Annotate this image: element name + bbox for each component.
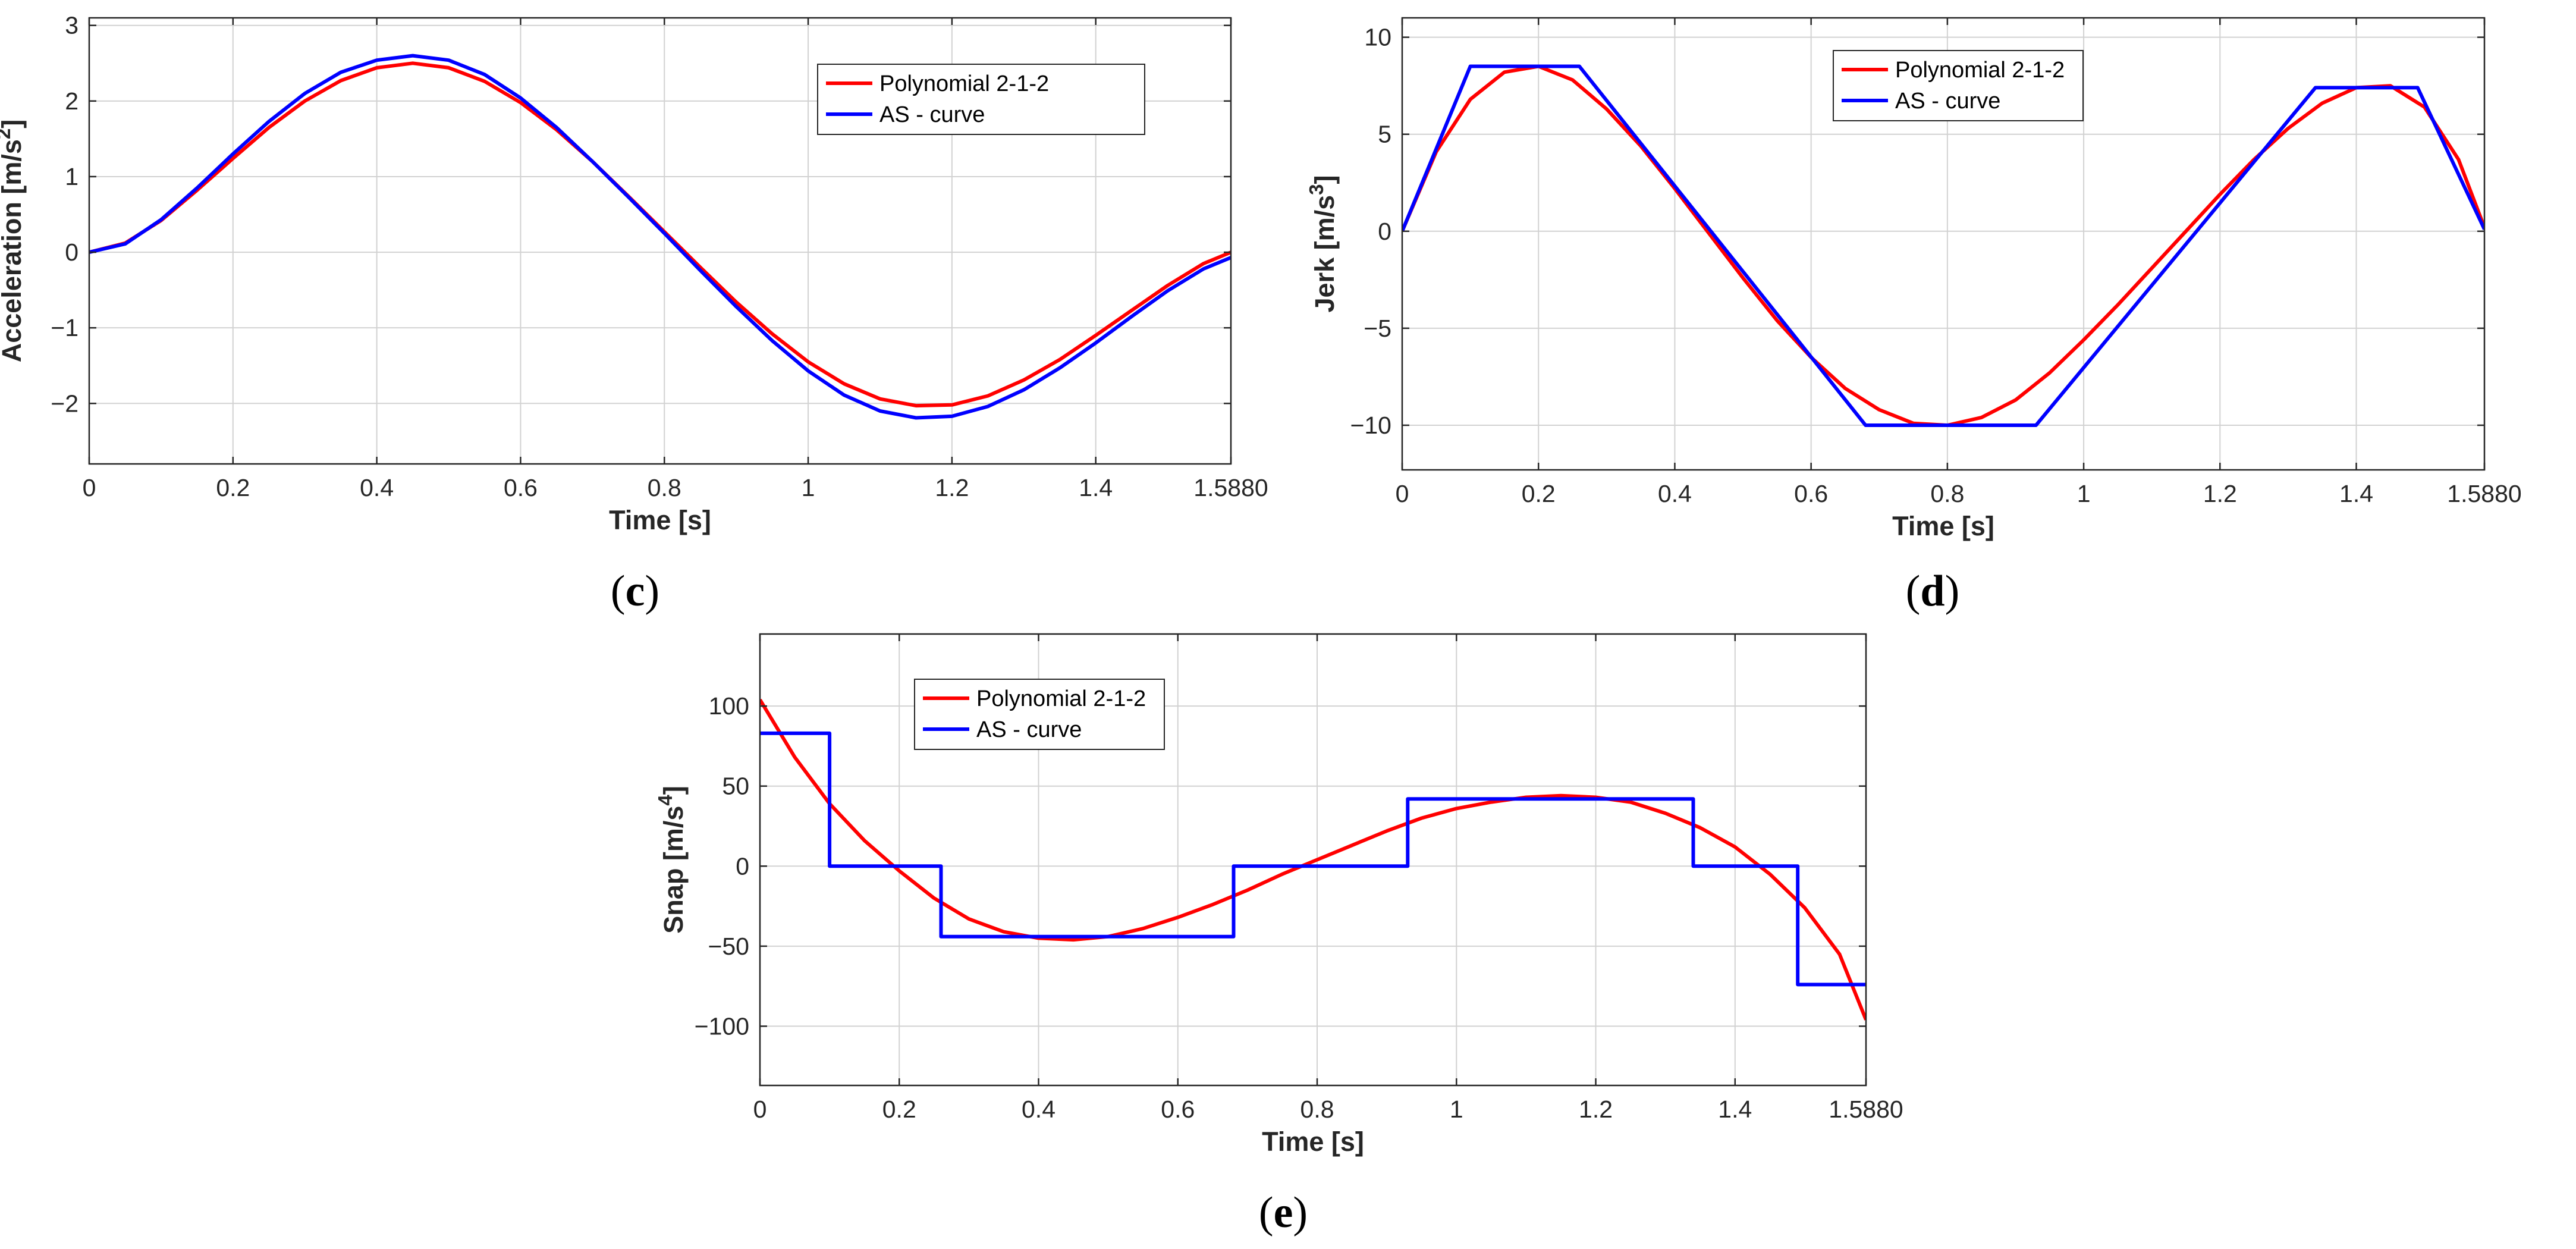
x-tick-label: 0.2 [882, 1096, 916, 1123]
panel-label-letter: e [1274, 1188, 1293, 1237]
y-tick-label: −50 [708, 933, 749, 960]
y-axis-title-superscript: 3 [1305, 184, 1327, 195]
y-tick-label: 10 [1364, 24, 1391, 51]
legend: Polynomial 2-1-2 AS - curve [1833, 50, 2084, 121]
x-tick-label: 0.8 [1930, 480, 1964, 507]
x-tick-label: 0.6 [1161, 1096, 1195, 1123]
x-tick-label: 0.2 [216, 474, 250, 501]
x-tick-label: 1.4 [1079, 474, 1113, 501]
legend-entry: AS - curve [879, 102, 985, 127]
x-axis-title: Time [s] [1892, 511, 1994, 541]
chart-panel-e: 0 0.2 0.4 0.6 0.8 1 1.2 1.4 1.5880 −100 −50 0 50 100 T… [654, 633, 1903, 1237]
x-tick-label: 1 [802, 474, 815, 501]
panel-label-close: ) [1293, 1188, 1308, 1237]
axes-box [759, 633, 1867, 1087]
x-tick-label: 1.5880 [2447, 480, 2521, 507]
series-line-as-curve [760, 731, 1866, 987]
x-tick-label: 0.4 [360, 474, 394, 501]
series-line-as-curve [89, 54, 1231, 420]
y-axis-title-superscript: 4 [654, 795, 676, 806]
chart-panel-d: 0 0.2 0.4 0.6 0.8 1 1.2 1.4 1.5880 −10 −5 0 5 10 Time … [1305, 17, 2522, 616]
x-tick-label: 0.4 [1658, 480, 1692, 507]
x-tick-label: 0.8 [1300, 1096, 1334, 1123]
y-tick-label: 100 [709, 692, 749, 720]
x-tick-label: 1.2 [1579, 1096, 1613, 1123]
legend-box [817, 64, 1145, 135]
x-tick-label: 0.6 [504, 474, 538, 501]
x-tick-label: 0 [83, 474, 96, 501]
x-tick-label: 1.5880 [1829, 1096, 1903, 1123]
y-tick-label: 1 [65, 163, 78, 190]
x-tick-label: 1 [1450, 1096, 1463, 1123]
legend-entry: Polynomial 2-1-2 [879, 71, 1049, 96]
y-axis-title: Acceleration [m/s2] [0, 120, 27, 363]
x-tick-label: 0 [1396, 480, 1409, 507]
panel-label-letter: c [626, 567, 645, 616]
x-tick-label: 1.2 [935, 474, 969, 501]
y-tick-label: 50 [722, 773, 749, 800]
y-tick-label: −100 [695, 1012, 749, 1040]
grid-lines [1402, 18, 2485, 470]
legend-box [914, 679, 1165, 750]
y-axis-title-close: ] [1309, 175, 1340, 184]
y-axis-title-close: ] [0, 120, 27, 128]
chart-panel-c: 0 0.2 0.4 0.6 0.8 1 1.2 1.4 1.5880 −2 −1 0 1 2 3 Time [… [0, 12, 1268, 616]
series-line-as-curve [1402, 64, 2484, 427]
axes-box [1401, 17, 2486, 471]
panel-label: (c) [611, 567, 659, 616]
x-tick-label: 0.4 [1022, 1096, 1055, 1123]
panel-label: (e) [1259, 1188, 1308, 1237]
y-tick-label: 2 [65, 87, 78, 115]
y-tick-label: −2 [51, 390, 78, 417]
x-axis-title: Time [s] [1262, 1126, 1364, 1157]
panel-label-close: ) [1945, 567, 1960, 616]
y-axis-title: Snap [m/s4] [654, 786, 689, 933]
x-axis-title: Time [s] [609, 505, 711, 535]
panel-label: (d) [1906, 567, 1959, 616]
x-tick-label: 1.4 [2339, 480, 2373, 507]
x-tick-label: 0.8 [648, 474, 681, 501]
x-tick-label: 1 [2077, 480, 2091, 507]
y-axis-title-text: Jerk [m/s [1309, 195, 1340, 313]
y-axis-title-text: Acceleration [m/s [0, 139, 27, 362]
legend-entry: Polynomial 2-1-2 [976, 686, 1146, 711]
x-tick-label: 1.2 [2203, 480, 2237, 507]
x-tick-label: 0 [753, 1096, 767, 1123]
y-tick-label: 0 [1378, 218, 1391, 245]
y-axis-title: Jerk [m/s3] [1305, 175, 1340, 313]
series-line-polynomial [760, 698, 1866, 1021]
y-tick-label: 3 [65, 12, 78, 39]
legend: Polynomial 2-1-2 AS - curve [817, 64, 1145, 135]
x-tick-label: 1.4 [1718, 1096, 1752, 1123]
panel-label-open: ( [1906, 567, 1921, 616]
legend-entry: AS - curve [976, 717, 1082, 742]
legend-entry: Polynomial 2-1-2 [1895, 58, 2065, 83]
panel-label-open: ( [1259, 1188, 1274, 1237]
y-tick-label: 0 [736, 852, 749, 880]
y-axis-title-close: ] [658, 786, 689, 795]
y-tick-label: −5 [1364, 315, 1391, 342]
y-tick-label: 0 [65, 238, 78, 266]
x-tick-label: 0.2 [1522, 480, 1556, 507]
legend-entry: AS - curve [1895, 89, 2000, 114]
y-tick-label: −10 [1350, 412, 1391, 439]
y-axis-title-text: Snap [m/s [658, 806, 689, 934]
legend: Polynomial 2-1-2 AS - curve [914, 679, 1165, 750]
panel-label-close: ) [645, 567, 659, 616]
y-axis-title-superscript: 2 [0, 128, 14, 139]
x-tick-label: 0.6 [1794, 480, 1828, 507]
panel-label-open: ( [611, 567, 626, 616]
axes-box [88, 17, 1232, 465]
y-tick-label: 5 [1378, 121, 1391, 148]
legend-box [1833, 50, 2084, 121]
x-tick-label: 1.5880 [1193, 474, 1268, 501]
y-tick-label: −1 [51, 314, 78, 341]
panel-label-letter: d [1920, 567, 1944, 616]
